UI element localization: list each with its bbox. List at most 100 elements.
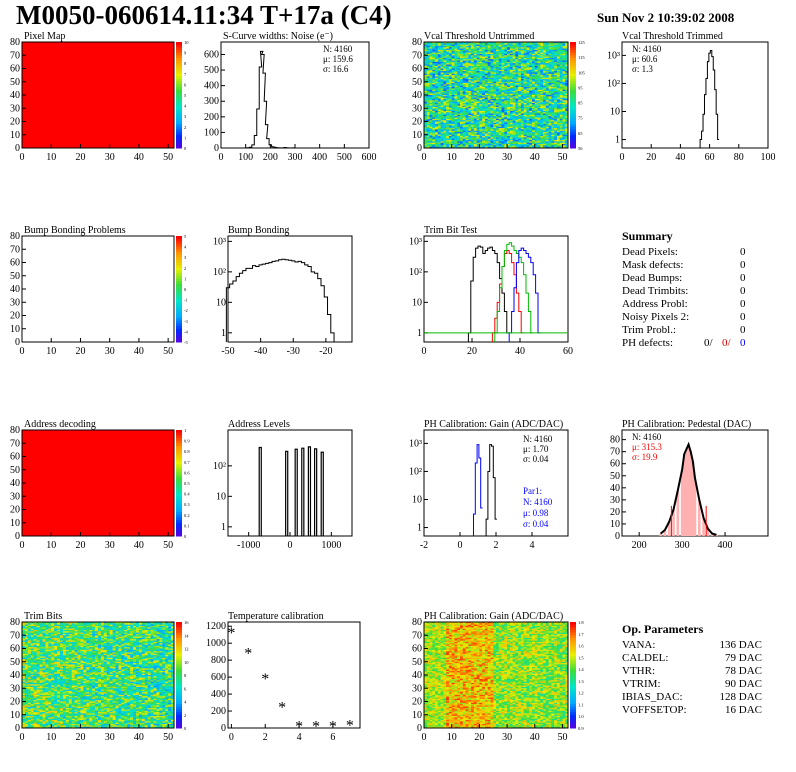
- param-row: VANA: 136 DAC: [622, 639, 762, 652]
- stat-sigma: σ: 1.3: [632, 64, 653, 74]
- y-tick-label: 10: [412, 297, 422, 308]
- x-tick-label: 20: [75, 540, 85, 551]
- palette-cell: [176, 533, 182, 537]
- palette-label: 0.5: [184, 481, 190, 486]
- y-tick-label: 1: [615, 135, 620, 146]
- x-tick-label: 20: [75, 346, 85, 357]
- palette-cell: [176, 622, 182, 626]
- x-tick-label: 40: [134, 732, 144, 743]
- y-tick-label: 10: [412, 494, 422, 505]
- x-tick-label: 100: [761, 152, 776, 163]
- x-tick-label: 0: [422, 346, 427, 357]
- palette-label: 4: [184, 245, 187, 250]
- palette-cell: [176, 629, 182, 634]
- palette-cell: [176, 632, 182, 636]
- summary-label: Dead Trimbits:: [622, 285, 689, 297]
- palette-cell: [570, 722, 576, 726]
- palette-cell: [176, 320, 182, 324]
- timestamp: Sun Nov 2 10:39:02 2008: [597, 10, 735, 25]
- plot-frame: [423, 235, 569, 343]
- y-tick-label: 400: [204, 81, 219, 92]
- pedestal-fill: [693, 478, 697, 536]
- palette-cell: [176, 456, 182, 460]
- palette-cell: [176, 637, 182, 642]
- palette-cell: [570, 73, 576, 77]
- series-blue: [508, 247, 541, 342]
- palette-cell: [176, 129, 182, 133]
- y-tick-label: 70: [412, 630, 422, 641]
- param-label: VANA:: [622, 639, 656, 651]
- summary-value: 0: [740, 259, 746, 271]
- palette-label: 1: [184, 428, 186, 433]
- palette-cell: [176, 334, 182, 338]
- palette-cell: [176, 140, 182, 144]
- y-tick-label: 80: [10, 37, 20, 48]
- palette-cell: [176, 339, 182, 343]
- palette-cell: [176, 525, 182, 529]
- palette-cell: [176, 92, 182, 96]
- y-tick-label: 50: [10, 77, 20, 88]
- stat-sigma: σ: 0.04: [523, 454, 549, 464]
- palette-cell: [176, 653, 182, 657]
- x-tick-label: 0: [458, 540, 463, 551]
- palette-label: 0.1: [184, 523, 190, 528]
- palette-cell: [176, 76, 182, 80]
- palette-cell: [176, 432, 182, 436]
- palette-cell: [176, 498, 182, 503]
- y-tick-label: 20: [10, 117, 20, 128]
- y-tick-label: 60: [10, 64, 20, 75]
- stat-n: N: 4160: [523, 434, 553, 444]
- palette-cell: [176, 445, 182, 450]
- op-parameters-title: Op. Parameters: [622, 622, 704, 636]
- palette-cell: [176, 259, 182, 263]
- palette-label: 4: [184, 700, 187, 705]
- palette-cell: [570, 65, 576, 69]
- palette-cell: [570, 68, 576, 72]
- palette-cell: [176, 517, 182, 521]
- summary-value: 0: [740, 272, 746, 284]
- palette-label: 4: [184, 104, 187, 109]
- y-tick-label: 70: [10, 438, 20, 449]
- palette-cell: [176, 100, 182, 104]
- y-tick-label: 80: [610, 435, 620, 446]
- y-tick-label: 40: [412, 670, 422, 681]
- summary-row: Mask defects: 0: [622, 259, 752, 272]
- chart-title: Trim Bits: [24, 611, 62, 622]
- palette-cell: [570, 725, 576, 729]
- y-tick-label: 600: [204, 49, 219, 60]
- y-tick-label: 70: [10, 244, 20, 255]
- chart-title: PH Calibration: Pedestal (DAC): [622, 419, 751, 430]
- palette-cell: [570, 63, 576, 67]
- palette-cell: [570, 71, 576, 75]
- x-tick-label: 600: [362, 152, 377, 163]
- palette-cell: [176, 238, 182, 242]
- palette-cell: [570, 667, 576, 671]
- stat-mean: μ: 60.6: [632, 54, 658, 64]
- stat-sigma: σ: 16.6: [323, 64, 349, 74]
- summary-row: Dead Trimbits: 0: [622, 285, 752, 298]
- palette-cell: [176, 645, 182, 649]
- y-tick-label: 0: [417, 723, 422, 734]
- y-tick-label: 10²: [213, 461, 226, 472]
- palette-cell: [570, 693, 576, 697]
- palette-cell: [176, 65, 182, 69]
- palette-cell: [176, 79, 182, 83]
- palette-cell: [176, 485, 182, 489]
- y-tick-label: 1: [417, 523, 422, 534]
- palette-cell: [176, 84, 182, 88]
- x-tick-label: 20: [75, 732, 85, 743]
- x-tick-label: 40: [134, 152, 144, 163]
- x-tick-label: 30: [105, 732, 115, 743]
- palette-cell: [176, 294, 182, 298]
- x-tick-label: -2: [420, 540, 428, 551]
- palette-label: 0.9: [578, 726, 584, 731]
- palette-cell: [176, 328, 182, 332]
- chart-13: Temperature calibration 0 2 4 6 0 200 400 600 800…: [206, 611, 361, 743]
- palette-cell: [176, 693, 182, 697]
- palette-cell: [570, 688, 576, 692]
- palette-cell: [176, 704, 182, 708]
- pedestal-fill: [663, 529, 667, 536]
- palette-cell: [570, 81, 576, 85]
- palette-cell: [176, 87, 182, 91]
